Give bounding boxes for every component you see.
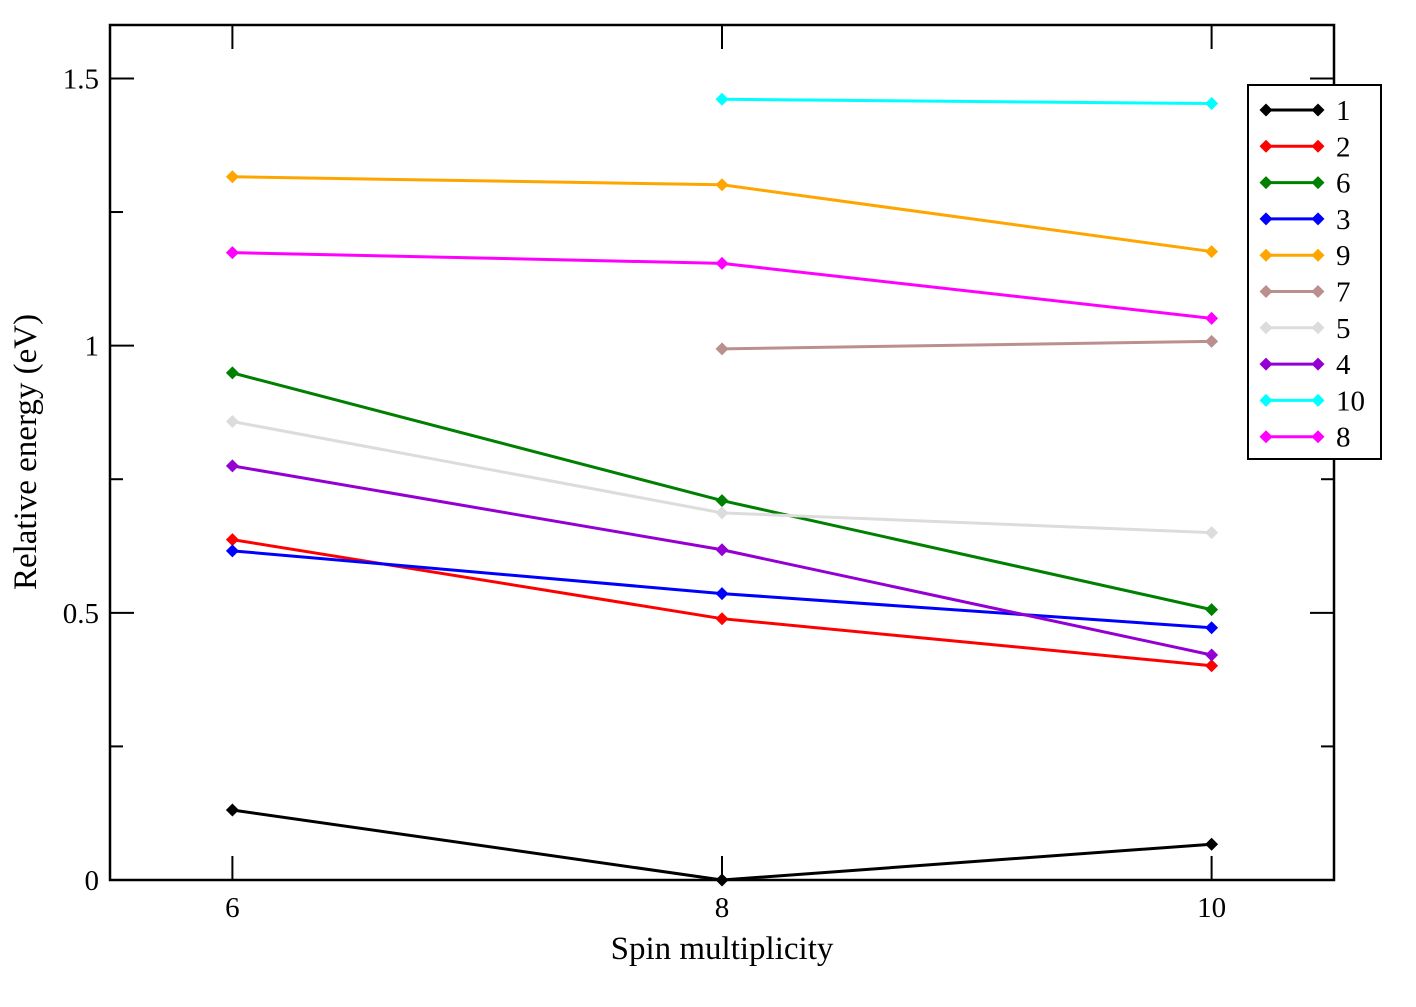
series-3 [225,544,1219,635]
data-point [1205,526,1219,540]
y-axis-title: Relative energy (eV) [8,314,44,590]
series-4 [225,459,1219,662]
x-tick-labels: 6 8 10 [225,892,1226,924]
series-10 [715,92,1219,111]
data-point [1205,603,1219,617]
x-tick-label: 6 [225,892,240,924]
legend: 1 2 6 3 9 7 5 4 10 8 [1247,84,1382,460]
legend-label: 1 [1336,95,1351,127]
x-axis-title: Spin multiplicity [611,931,834,967]
legend-marker [1311,103,1325,117]
legend-marker [1311,321,1325,335]
legend-marker [1311,139,1325,153]
legend-marker [1259,176,1273,190]
legend-marker [1259,103,1273,117]
legend-label: 10 [1336,385,1365,417]
data-point [1205,621,1219,635]
series-layer [225,92,1219,887]
data-point [715,587,729,601]
legend-marker [1259,285,1273,298]
y-tick-label: 0 [85,865,100,897]
data-point [715,178,729,192]
y-tick-label: 1 [85,331,100,363]
legend-entry: 6 [1259,168,1351,200]
legend-label: 7 [1336,277,1351,309]
legend-label: 4 [1336,349,1351,381]
legend-entry: 9 [1259,240,1351,272]
legend-marker [1311,212,1325,226]
series-6 [225,366,1219,617]
legend-entry: 3 [1259,204,1351,236]
legend-label: 5 [1336,313,1351,345]
x-tick-label: 8 [715,892,730,924]
series-5 [225,415,1219,540]
data-point [715,612,729,626]
legend-marker [1311,248,1325,262]
x-tick-label: 10 [1197,892,1226,924]
legend-label: 3 [1336,204,1351,236]
data-point [715,543,729,557]
legend-marker [1259,248,1273,262]
series-line [721,97,1212,106]
legend-marker [1259,212,1273,226]
legend-label: 9 [1336,240,1351,272]
data-point [225,170,239,184]
series-7 [715,334,1219,356]
data-point [715,342,729,356]
legend-marker [1259,321,1273,335]
series-8 [225,246,1219,325]
legend-entry: 4 [1259,349,1351,381]
legend-marker [1311,430,1325,444]
legend-entry: 7 [1259,277,1351,309]
data-point [225,366,239,380]
data-point [1205,311,1219,325]
legend-label: 2 [1336,131,1351,163]
data-point [225,544,239,558]
legend-label: 8 [1336,422,1351,454]
legend-marker [1311,393,1325,407]
legend-entries: 1 2 6 3 9 7 5 4 10 8 [1259,95,1365,454]
data-point [1205,245,1219,259]
legend-entry: 10 [1259,385,1365,417]
data-point [715,92,729,106]
legend-entry: 1 [1259,95,1351,127]
data-point [225,803,239,817]
y-tick-label: 1.5 [63,63,99,95]
legend-marker [1259,139,1273,153]
data-point [1205,334,1219,348]
data-point [715,256,729,270]
legend-entry: 2 [1259,131,1351,163]
legend-marker [1259,430,1273,444]
legend-marker [1259,393,1273,407]
series-line [721,339,1212,351]
legend-marker [1311,176,1325,190]
series-9 [225,170,1219,259]
data-point [225,459,239,473]
data-point [225,533,239,547]
data-point [225,246,239,260]
legend-marker [1311,357,1325,371]
legend-entry: 8 [1259,422,1351,454]
legend-entry: 5 [1259,313,1351,345]
data-point [225,415,239,429]
data-point [715,494,729,508]
y-tick-label: 0.5 [63,598,99,630]
legend-marker [1259,357,1273,371]
data-point [1205,97,1219,111]
y-tick-labels: 0 0.5 1 1.5 [63,63,99,897]
data-point [1205,659,1219,673]
data-point [1205,837,1219,851]
legend-marker [1311,285,1325,298]
legend-label: 6 [1336,168,1351,200]
data-point [715,506,729,520]
data-point [1205,648,1219,662]
